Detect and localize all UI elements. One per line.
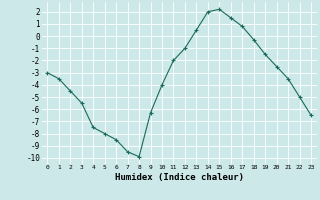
X-axis label: Humidex (Indice chaleur): Humidex (Indice chaleur): [115, 173, 244, 182]
